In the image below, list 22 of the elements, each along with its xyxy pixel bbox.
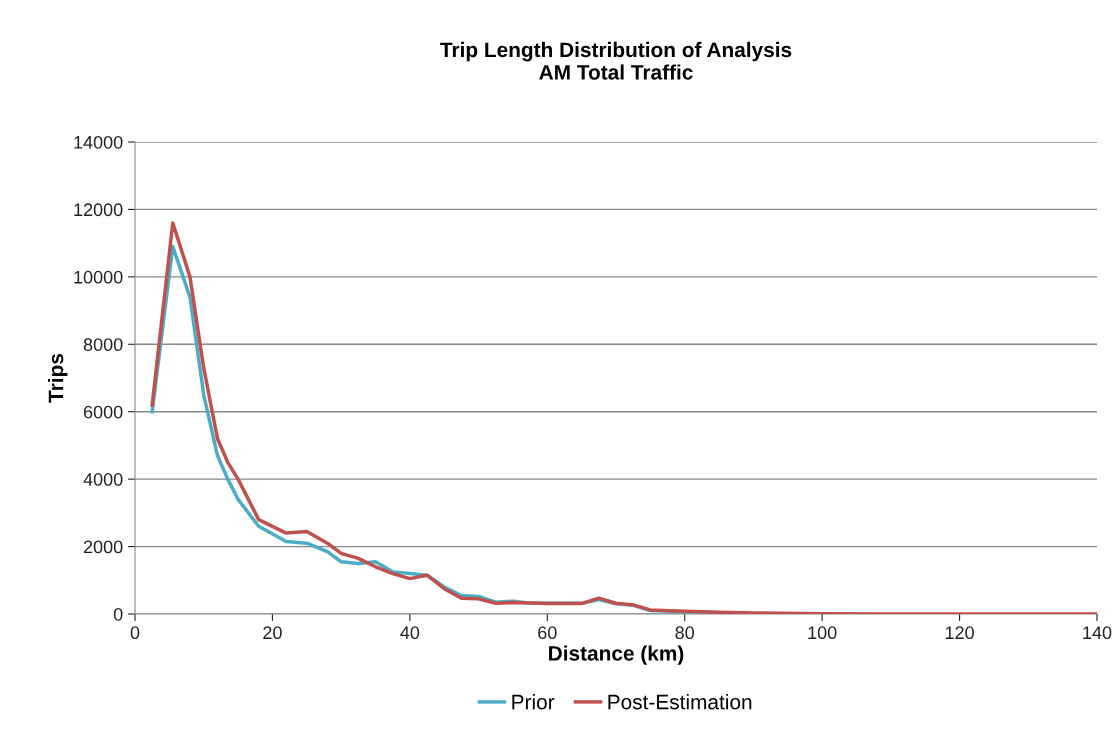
y-tick-label: 2000 — [83, 540, 123, 554]
x-tick-label: 40 — [400, 626, 420, 640]
y-tick-label: 14000 — [74, 135, 123, 149]
x-tick-label: 100 — [808, 626, 837, 640]
y-tick-label: 12000 — [74, 203, 123, 217]
x-tick-label: 140 — [1083, 626, 1112, 640]
y-axis-title: Trips — [48, 353, 68, 403]
x-tick-label: 0 — [130, 626, 140, 640]
x-tick-label: 80 — [675, 626, 695, 640]
y-tick-label: 4000 — [83, 473, 123, 486]
x-axis-title: Distance (km) — [549, 645, 684, 665]
line-series — [150, 221, 1097, 614]
y-tick-label: 6000 — [83, 405, 123, 419]
chart-title: Trip Length Distribution of Analysis AM Total Traffic — [440, 41, 792, 80]
x-tick-label: 120 — [945, 626, 974, 640]
legend-label: Post-Estimation — [608, 694, 752, 710]
x-tick-label: 60 — [538, 626, 557, 640]
y-tick-label: 10000 — [74, 270, 123, 284]
y-tick-label: 0 — [113, 607, 123, 621]
legend-label: Prior — [512, 694, 555, 710]
y-tick-label: 8000 — [83, 338, 123, 352]
x-tick-label: 20 — [263, 626, 282, 640]
